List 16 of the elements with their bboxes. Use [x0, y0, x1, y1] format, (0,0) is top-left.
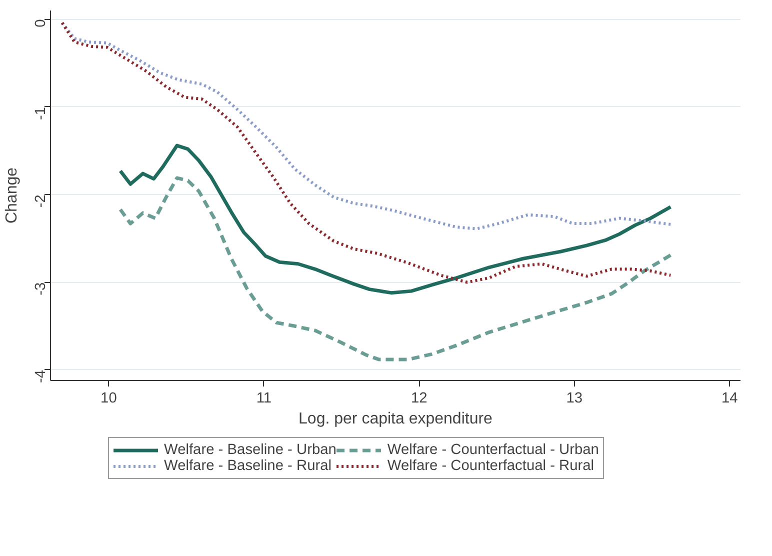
y-tick-label: -1 [33, 106, 49, 120]
x-tick-label: 12 [411, 390, 428, 406]
x-tick-label: 14 [721, 390, 738, 406]
legend-label: Welfare - Baseline - Urban [164, 442, 336, 458]
y-axis-title: Change [4, 167, 20, 224]
x-tick-label: 11 [256, 390, 272, 406]
legend-label: Welfare - Counterfactual - Rural [387, 458, 594, 474]
legend-label: Welfare - Counterfactual - Urban [387, 442, 599, 458]
y-tick-label: -4 [33, 370, 49, 384]
legend-label: Welfare - Baseline - Rural [164, 458, 332, 474]
y-tick-label: -3 [33, 282, 49, 296]
x-tick-label: 13 [566, 390, 583, 406]
x-axis-title: Log. per capita expenditure [298, 410, 493, 428]
y-tick-label: -2 [33, 194, 49, 208]
y-tick-label: 0 [33, 19, 49, 28]
x-tick-label: 10 [100, 390, 117, 406]
